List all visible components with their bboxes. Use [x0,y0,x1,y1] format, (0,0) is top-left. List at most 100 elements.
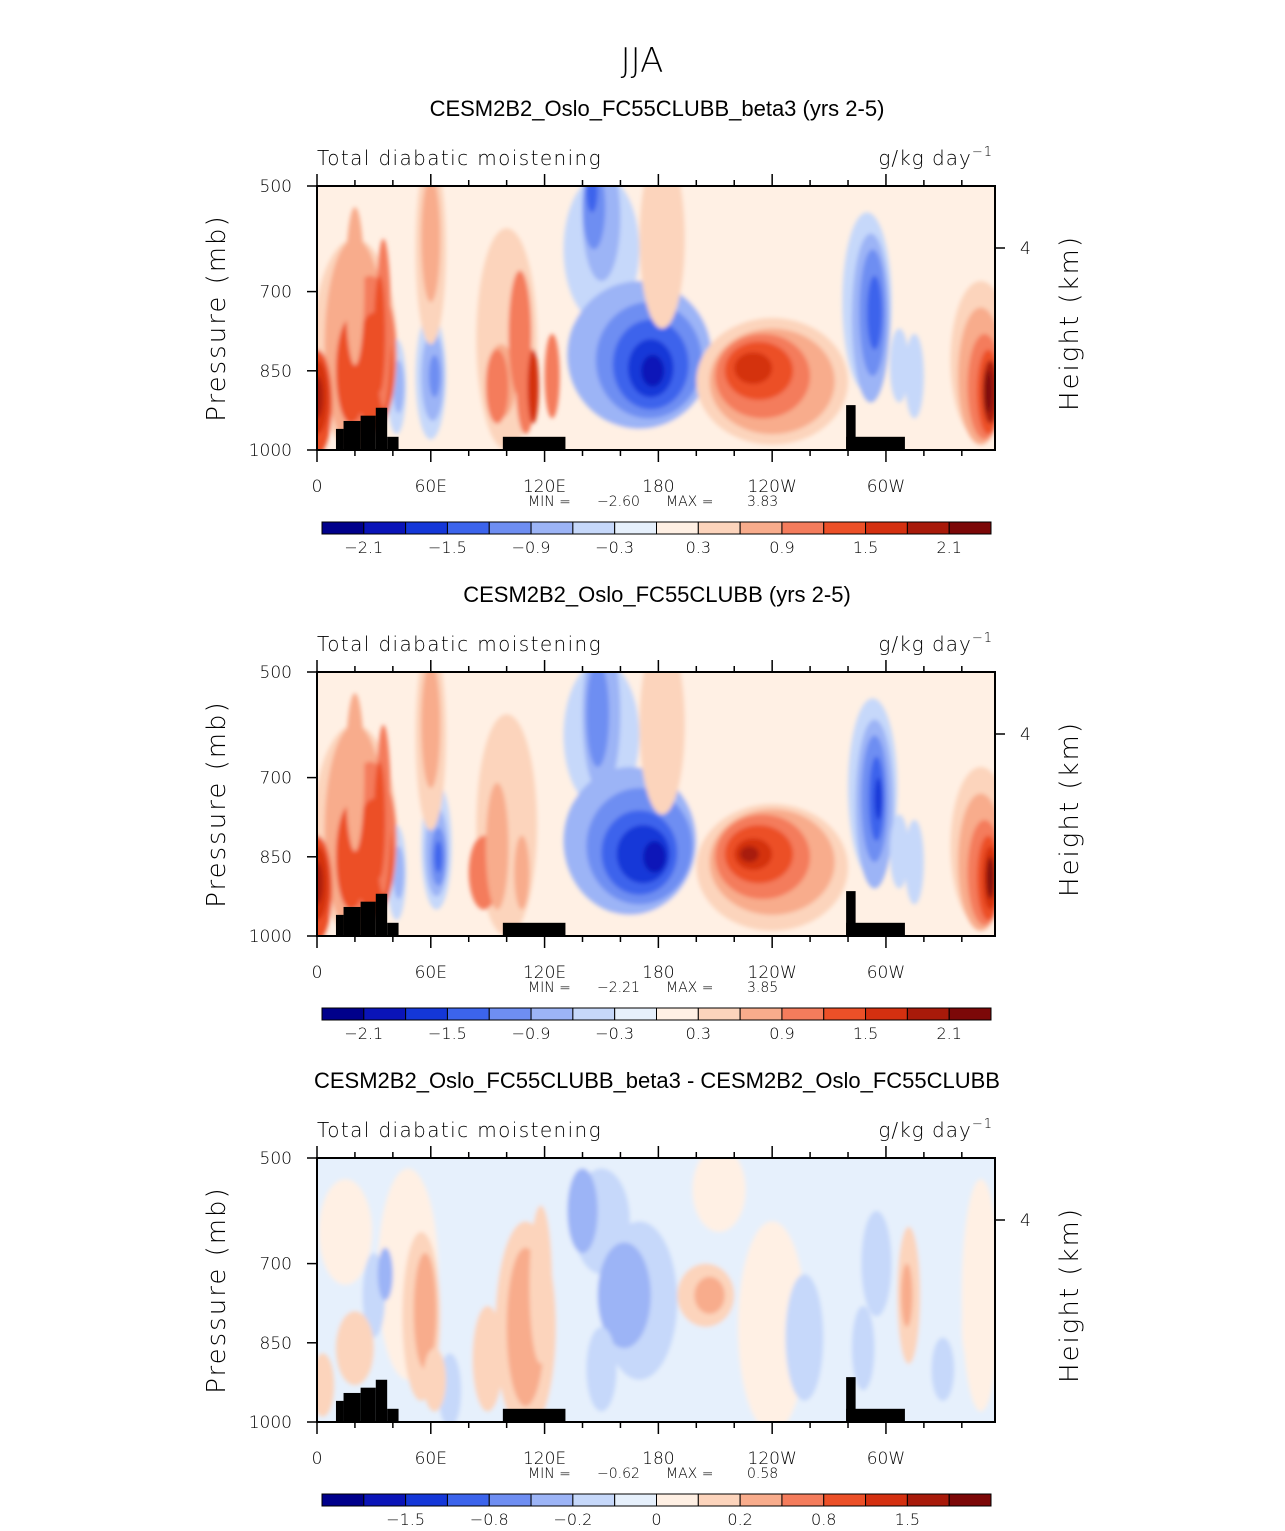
contour-region-44 [986,856,995,900]
orography-block [360,901,376,936]
y-right-tick-label: 4 [1020,725,1031,745]
orography-block [846,922,905,936]
plot-frame [316,1157,996,1423]
orography-block [343,420,361,450]
colorbar-swatch [697,1007,741,1021]
colorbar-label: −2.1 [344,538,383,557]
y-right-axis-title: Height (km) [1055,721,1085,897]
y-axis-title: Pressure (mb) [202,1186,232,1393]
y-tick-label: 1000 [249,1413,292,1433]
colorbar-swatch [781,1007,825,1021]
x-tick-label: 0 [312,477,323,497]
contour-region-49 [514,835,530,910]
colorbar-swatch [656,1007,699,1021]
contour-region-49 [485,349,509,424]
contour-region-48 [527,349,539,424]
colorbar-swatch [781,521,825,535]
contour-region-5 [413,1253,437,1370]
orography-block [387,922,399,936]
units-label: g/kg day−1 [878,631,993,656]
contour-region-20 [904,333,924,419]
colorbar-swatch [948,521,992,535]
x-tick-label: 0 [312,963,323,983]
colorbar-label: 0.2 [727,1510,752,1529]
contour-region-9 [472,1305,503,1412]
contour-region-30 [423,1348,446,1412]
min-value: −0.62 [597,1466,640,1482]
y-tick-label: 1000 [249,441,292,461]
contour-region-32 [931,1337,955,1401]
contour-region-31 [586,1326,617,1412]
colorbar-swatch [405,521,448,535]
contour-region-9 [641,354,665,387]
colorbar-label: −1.5 [428,538,467,557]
colorbar-label: 0.9 [769,1024,794,1043]
panel-title: CESM2B2_Oslo_FC55CLUBB_beta3 (yrs 2-5) [430,96,885,121]
colorbar-swatch [488,1007,532,1021]
orography-block [502,922,566,936]
colorbar-swatch [530,521,574,535]
contour-region-51 [345,207,365,366]
colorbar-swatch [488,1493,532,1507]
colorbar-swatch [656,521,699,535]
contour-region-22 [889,814,909,889]
colorbar-label: −0.9 [512,538,551,557]
colorbar-label: −2.1 [344,1024,383,1043]
colorbar-swatch [739,1493,783,1507]
contour-region-9 [643,840,666,873]
max-value: 3.83 [747,494,778,510]
colorbar: −2.1 −1.5 −0.9 −0.3 0.3 0.9 1.5 2.1 [321,521,992,557]
contour-region-37 [317,376,323,419]
chart-panel-2: CESM2B2_Oslo_FC55CLUBB (yrs 2-5) Total di… [202,582,1085,1043]
x-tick-label: 60E [415,963,447,983]
colorbar-label: 1.5 [853,1024,878,1043]
x-tick-label: 180 [642,963,674,983]
contour-region-19 [851,1305,875,1391]
colorbar-swatch [321,1007,365,1021]
contour-region-2 [318,1179,372,1285]
colorbar: −1.5 −0.8 −0.2 0 0.2 0.8 1.5 [321,1493,992,1529]
colorbar-swatch [321,1493,365,1507]
y-axis-title: Pressure (mb) [202,700,232,907]
colorbar-swatch [656,1493,699,1507]
contour-region-11 [586,672,610,768]
x-tick-label: 120W [748,1449,797,1469]
colorbar-swatch [363,1007,407,1021]
y-tick-label: 850 [260,1334,292,1354]
y-axis-title: Pressure (mb) [202,214,232,421]
colorbar-swatch [405,1007,448,1021]
orography-block [360,1387,376,1422]
colorbar-label: −1.5 [386,1510,425,1529]
colorbar-label: −0.3 [595,538,634,557]
colorbar-swatch [865,1493,908,1507]
contour-region-15 [434,840,443,873]
contour-region-45 [639,186,685,329]
y-right-tick-label: 4 [1020,1211,1031,1231]
orography-block [502,1408,566,1422]
orography-block [375,893,388,936]
x-tick-label: 60E [415,1449,447,1469]
colorbar-swatch [948,1493,992,1507]
orography-block [846,436,905,450]
orography-block [846,405,856,450]
orography-block [343,906,361,936]
min-value: −2.60 [597,494,640,510]
colorbar-swatch [865,521,908,535]
contour-region-26 [317,1353,335,1417]
orography-block [375,407,388,450]
contour-region-28 [692,1158,746,1232]
colorbar-swatch [446,521,490,535]
x-tick-label: 120E [523,963,566,983]
contour-region-53 [373,275,386,392]
x-tick-label: 0 [312,1449,323,1469]
y-tick-label: 500 [260,177,292,197]
contour-field [317,672,995,936]
orography-block [360,415,376,450]
x-tick-label: 60W [867,477,905,497]
contour-region-27 [335,1311,374,1386]
x-tick-label: 60W [867,1449,905,1469]
colorbar-swatch [488,521,532,535]
colorbar-swatch [906,521,950,535]
orography-block [335,428,344,450]
colorbar-swatch [572,1007,616,1021]
